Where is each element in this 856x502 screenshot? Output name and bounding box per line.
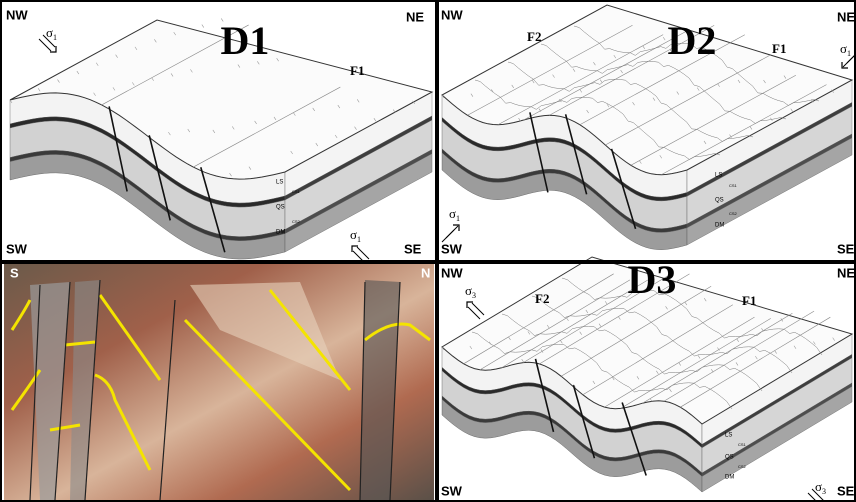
stress-symbol: σ: [449, 206, 456, 221]
contact-label: CS2: [292, 219, 301, 224]
contact-label: CS2: [738, 464, 747, 469]
layer-label: LS: [715, 173, 722, 179]
stress-subscript: 1: [456, 214, 460, 223]
layer-label: QS: [276, 205, 285, 211]
direction-label: NW: [6, 7, 28, 22]
direction-label: SW: [441, 241, 463, 256]
direction-label: NE: [406, 9, 424, 24]
layer-label: QS: [725, 455, 734, 461]
direction-label: S: [10, 265, 19, 280]
stress-subscript: 1: [53, 33, 57, 42]
direction-label: NE: [837, 265, 855, 280]
contact-label: CS1: [738, 442, 747, 447]
fault-label: F2: [535, 291, 549, 306]
stress-subscript: 1: [357, 235, 361, 244]
layer-label: QS: [715, 198, 724, 204]
stress-label: σ1: [840, 41, 851, 58]
stress-label: σ3: [465, 283, 476, 300]
fault-label: F1: [772, 41, 786, 56]
layer-label: DM: [725, 475, 734, 481]
stress-subscript: 3: [822, 487, 826, 496]
stress-symbol: σ: [350, 227, 357, 242]
direction-label: SE: [404, 241, 422, 256]
stress-label: σ1: [449, 206, 460, 223]
layer-label: DM: [276, 230, 285, 236]
direction-label: SW: [6, 241, 28, 256]
stress-label: σ1: [350, 227, 361, 244]
layer-label: LS: [725, 433, 732, 439]
direction-label: NE: [837, 9, 855, 24]
panel-title: D1: [221, 18, 270, 63]
figure: S N D1NWNESWSEF1σ1σ1LSQSDMCS1CS2D2NWNESW…: [0, 0, 856, 502]
fault-label: F1: [742, 293, 756, 308]
direction-label: NW: [441, 265, 463, 280]
fault-label: F2: [527, 29, 541, 44]
layer-label: LS: [276, 180, 283, 186]
stress-symbol: σ: [46, 25, 53, 40]
stress-subscript: 3: [472, 291, 476, 300]
dip-tick: [202, 25, 204, 28]
stress-symbol: σ: [815, 479, 822, 494]
stress-symbol: σ: [840, 41, 847, 56]
contact-label: CS1: [729, 183, 738, 188]
layer-label: DM: [715, 223, 724, 229]
direction-label: NW: [441, 7, 463, 22]
panel-title: D2: [668, 18, 717, 63]
direction-label: SW: [441, 483, 463, 498]
direction-label: N: [421, 265, 430, 280]
block-panel: D1NWNESWSEF1σ1σ1LSQSDMCS1CS2: [6, 7, 432, 263]
stress-symbol: σ: [465, 283, 472, 298]
direction-label: SE: [837, 241, 855, 256]
fault-label: F1: [350, 63, 364, 78]
direction-label: SE: [837, 483, 855, 498]
stress-subscript: 1: [847, 49, 851, 58]
contact-label: CS1: [292, 189, 301, 194]
contact-label: CS2: [729, 211, 738, 216]
photo-panel: S N: [4, 264, 434, 500]
stress-arrow: [446, 226, 458, 238]
